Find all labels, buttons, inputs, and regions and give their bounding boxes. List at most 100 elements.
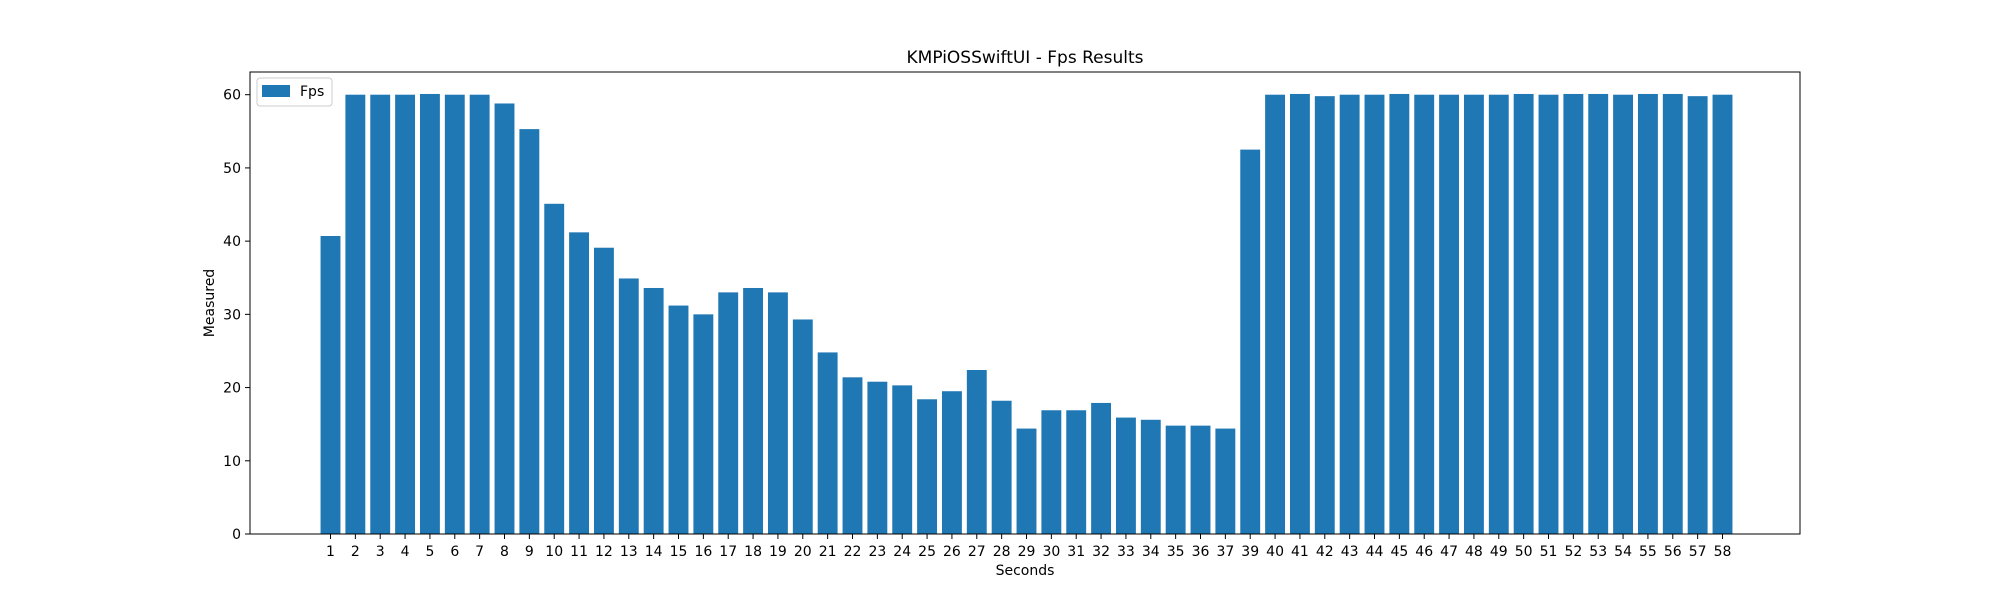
bar-47 xyxy=(1439,94,1460,534)
bar-48 xyxy=(1463,94,1484,534)
bar-56 xyxy=(1662,93,1683,534)
x-tick-label-11: 11 xyxy=(570,544,588,560)
bar-7 xyxy=(469,94,490,534)
x-tick-label-37: 37 xyxy=(1216,544,1234,560)
x-tick-label-40: 40 xyxy=(1266,544,1284,560)
chart-title: KMPiOSSwiftUI - Fps Results xyxy=(907,48,1144,68)
x-tick-label-32: 32 xyxy=(1092,544,1110,560)
bars-group xyxy=(320,93,1733,535)
bar-36 xyxy=(1190,425,1211,534)
bar-46 xyxy=(1414,94,1435,534)
x-tick-label-31: 31 xyxy=(1067,544,1085,560)
x-tick-label-45: 45 xyxy=(1390,544,1408,560)
x-tick-label-36: 36 xyxy=(1192,544,1210,560)
x-tick-label-2: 2 xyxy=(351,544,360,560)
bar-29 xyxy=(1016,428,1037,534)
x-tick-label-33: 33 xyxy=(1117,544,1135,560)
x-tick-label-23: 23 xyxy=(868,544,886,560)
bar-21 xyxy=(817,352,838,534)
x-tick-label-53: 53 xyxy=(1589,544,1607,560)
x-tick-label-54: 54 xyxy=(1614,544,1632,560)
x-tick-label-3: 3 xyxy=(376,544,385,560)
bar-8 xyxy=(494,103,515,534)
x-tick-label-58: 58 xyxy=(1714,544,1732,560)
x-tick-label-46: 46 xyxy=(1415,544,1433,560)
bar-1 xyxy=(320,236,341,534)
x-tick-label-49: 49 xyxy=(1490,544,1508,560)
y-axis-label: Measured xyxy=(202,269,218,337)
legend: Fps xyxy=(256,77,333,107)
x-tick-label-13: 13 xyxy=(620,544,638,560)
x-tick-label-41: 41 xyxy=(1291,544,1309,560)
bar-44 xyxy=(1364,94,1385,534)
x-tick-label-5: 5 xyxy=(425,544,434,560)
x-tick-label-12: 12 xyxy=(595,544,613,560)
x-tick-label-48: 48 xyxy=(1465,544,1483,560)
x-tick-label-18: 18 xyxy=(744,544,762,560)
bar-19 xyxy=(767,292,788,534)
bar-32 xyxy=(1091,402,1112,534)
x-axis-ticks: 1 2 3 4 5 6 7 8 9 10 11 12 13 14 15 16 17 18 19 20 21 22 23 24 2… xyxy=(326,534,1731,560)
legend-label-fps: Fps xyxy=(300,84,324,100)
bar-31 xyxy=(1066,410,1087,534)
legend-swatch xyxy=(262,85,290,97)
x-tick-label-34: 34 xyxy=(1142,544,1160,560)
x-tick-label-9: 9 xyxy=(525,544,534,560)
bar-30 xyxy=(1041,410,1062,534)
bar-35 xyxy=(1165,425,1186,534)
bar-28 xyxy=(991,400,1012,534)
bar-42 xyxy=(1314,96,1335,534)
bar-25 xyxy=(917,399,938,534)
x-tick-label-21: 21 xyxy=(819,544,837,560)
bar-58 xyxy=(1712,94,1733,534)
x-tick-label-19: 19 xyxy=(769,544,787,560)
bar-10 xyxy=(544,203,565,535)
x-tick-label-27: 27 xyxy=(968,544,986,560)
y-tick-label-20: 20 xyxy=(223,381,241,397)
x-tick-label-25: 25 xyxy=(918,544,936,560)
bar-49 xyxy=(1488,94,1509,534)
bar-15 xyxy=(668,305,689,534)
x-tick-label-8: 8 xyxy=(500,544,509,560)
x-tick-label-6: 6 xyxy=(450,544,459,560)
x-tick-label-51: 51 xyxy=(1540,544,1558,560)
x-tick-label-56: 56 xyxy=(1664,544,1682,560)
x-tick-label-20: 20 xyxy=(794,544,812,560)
bar-3 xyxy=(370,94,391,534)
plot-frame xyxy=(249,71,1801,535)
x-tick-label-14: 14 xyxy=(645,544,663,560)
bar-57 xyxy=(1687,96,1708,534)
bar-16 xyxy=(693,314,714,534)
y-tick-label-30: 30 xyxy=(223,307,241,323)
x-tick-label-30: 30 xyxy=(1042,544,1060,560)
x-tick-label-55: 55 xyxy=(1639,544,1657,560)
x-tick-label-4: 4 xyxy=(401,544,410,560)
bar-51 xyxy=(1538,94,1559,534)
x-axis-label: Seconds xyxy=(996,563,1055,579)
bar-2 xyxy=(345,94,366,534)
y-tick-label-40: 40 xyxy=(223,234,241,250)
x-tick-label-39: 39 xyxy=(1241,544,1259,560)
bar-55 xyxy=(1637,93,1658,534)
bar-13 xyxy=(618,278,639,534)
bar-22 xyxy=(842,377,863,534)
bar-45 xyxy=(1389,93,1410,534)
x-tick-label-35: 35 xyxy=(1167,544,1185,560)
y-axis-ticks: 0 10 20 30 40 50 60 xyxy=(223,88,250,543)
y-tick-label-60: 60 xyxy=(223,88,241,104)
y-tick-label-10: 10 xyxy=(223,454,241,470)
bar-9 xyxy=(519,129,540,535)
bar-24 xyxy=(892,385,913,534)
bar-20 xyxy=(792,319,813,534)
bar-27 xyxy=(966,369,987,534)
bar-11 xyxy=(569,232,590,534)
y-tick-label-0: 0 xyxy=(232,527,241,543)
x-tick-label-52: 52 xyxy=(1564,544,1582,560)
x-tick-label-22: 22 xyxy=(844,544,862,560)
bar-37 xyxy=(1215,428,1236,534)
x-tick-label-47: 47 xyxy=(1440,544,1458,560)
x-tick-label-16: 16 xyxy=(694,544,712,560)
x-tick-label-17: 17 xyxy=(719,544,737,560)
bar-5 xyxy=(419,93,440,534)
